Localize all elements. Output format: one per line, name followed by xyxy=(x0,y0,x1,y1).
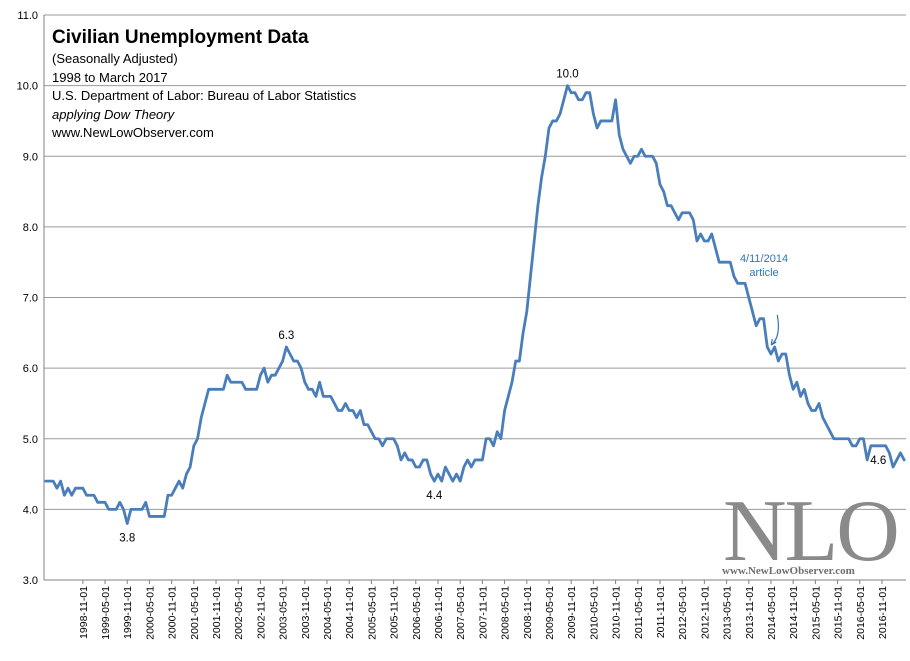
chart-method: applying Dow Theory xyxy=(52,106,175,122)
chart-website: www.NewLowObserver.com xyxy=(52,125,214,140)
x-tick-label: 2005-05-01 xyxy=(366,586,378,640)
data-label: 4.6 xyxy=(870,455,886,467)
x-tick-label: 2012-11-01 xyxy=(699,586,711,639)
x-tick-label: 2009-05-01 xyxy=(544,586,556,640)
y-tick-label: 3.0 xyxy=(23,575,38,587)
x-tick-label: 2006-11-01 xyxy=(433,586,445,639)
chart-subtitle-range: 1998 to March 2017 xyxy=(52,69,168,85)
x-tick-label: 2001-11-01 xyxy=(211,586,223,639)
article-annotation-date: 4/11/2014 xyxy=(739,253,789,265)
x-tick-label: 2011-05-01 xyxy=(633,586,645,639)
nlo-url-watermark: www.NewLowObserver.com xyxy=(722,565,855,577)
x-tick-label: 2012-05-01 xyxy=(677,586,689,640)
x-tick-label: 2004-11-01 xyxy=(344,586,356,639)
y-tick-label: 4.0 xyxy=(23,504,38,516)
x-tick-label: 2007-11-01 xyxy=(477,586,489,639)
x-tick-label: 2010-05-01 xyxy=(588,586,600,640)
chart-title-block: Civilian Unemployment Data (Seasonally A… xyxy=(52,26,356,143)
y-tick-label: 11.0 xyxy=(17,10,38,22)
x-tick-label: 2002-11-01 xyxy=(255,586,267,639)
chart-title: Civilian Unemployment Data xyxy=(52,27,309,48)
x-tick-label: 2006-05-01 xyxy=(411,586,423,640)
chart-subtitle-adjustment: (Seasonally Adjusted) xyxy=(52,51,178,66)
y-tick-label: 6.0 xyxy=(23,363,38,375)
x-tick-label: 2013-11-01 xyxy=(744,586,756,639)
article-annotation-label: article xyxy=(749,267,779,279)
x-tick-label: 2001-05-01 xyxy=(189,586,201,640)
annotation-arrowhead xyxy=(770,338,777,346)
y-tick-label: 9.0 xyxy=(23,151,38,163)
x-tick-label: 1999-05-01 xyxy=(100,586,112,640)
data-label: 3.8 xyxy=(119,533,135,545)
x-tick-label: 2011-11-01 xyxy=(655,586,667,638)
y-tick-label: 7.0 xyxy=(23,293,38,305)
x-tick-label: 2007-05-01 xyxy=(455,586,467,640)
x-tick-label: 2014-11-01 xyxy=(788,586,800,639)
x-tick-label: 2004-05-01 xyxy=(322,586,334,640)
x-tick-label: 2003-05-01 xyxy=(278,586,290,640)
x-tick-label: 2002-05-01 xyxy=(233,586,245,640)
x-tick-label: 2000-05-01 xyxy=(144,586,156,640)
data-label: 10.0 xyxy=(556,69,578,81)
x-tick-label: 2010-11-01 xyxy=(611,586,623,639)
y-tick-label: 8.0 xyxy=(23,222,38,234)
x-tick-label: 2000-11-01 xyxy=(167,586,179,639)
y-tick-label: 5.0 xyxy=(23,434,38,446)
x-tick-label: 2003-11-01 xyxy=(300,586,312,639)
x-tick-label: 2013-05-01 xyxy=(722,586,734,640)
x-tick-label: 1998-11-01 xyxy=(78,586,90,639)
x-tick-label: 2015-11-01 xyxy=(833,586,845,639)
x-tick-label: 2009-11-01 xyxy=(566,586,578,639)
x-tick-label: 2016-05-01 xyxy=(855,586,867,640)
x-tick-label: 2005-11-01 xyxy=(389,586,401,639)
chart-source: U.S. Department of Labor: Bureau of Labo… xyxy=(52,88,357,103)
x-tick-label: 2016-11-01 xyxy=(877,586,889,639)
data-label: 4.4 xyxy=(426,490,443,502)
nlo-logo-watermark: NLO xyxy=(723,483,900,580)
x-tick-label: 2008-05-01 xyxy=(500,586,512,640)
x-tick-label: 2015-05-01 xyxy=(810,586,822,640)
article-annotation: 4/11/2014 article xyxy=(728,252,800,280)
y-tick-label: 10.0 xyxy=(17,81,38,93)
unemployment-series-line xyxy=(44,84,906,525)
x-tick-label: 2008-11-01 xyxy=(522,586,534,639)
x-tick-label: 1999-11-01 xyxy=(122,586,134,639)
x-tick-label: 2014-05-01 xyxy=(766,586,778,640)
data-label: 6.3 xyxy=(278,330,294,342)
